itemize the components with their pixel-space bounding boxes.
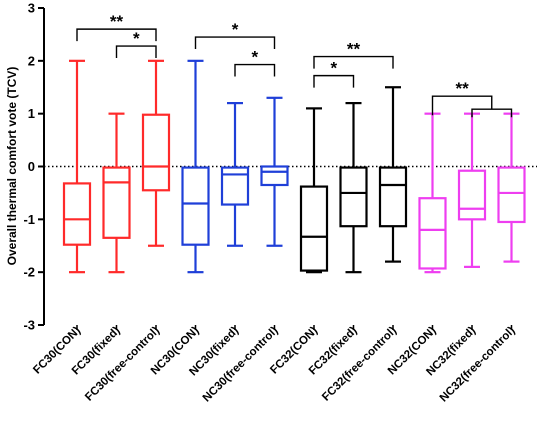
significance-label: * (251, 48, 258, 67)
significance-bracket: ** (76, 12, 157, 42)
box-6 (260, 96, 289, 247)
iqr-box (339, 166, 368, 228)
box-series (62, 59, 526, 274)
iqr-box (102, 166, 131, 239)
significance-label: * (133, 29, 140, 48)
significance-bracket: * (194, 20, 276, 50)
iqr-box (260, 165, 289, 187)
significance-label: * (330, 59, 337, 78)
iqr-box (220, 166, 250, 206)
iqr-box (418, 197, 447, 270)
x-tick-label: FC32(free-control) (320, 325, 399, 404)
box-4 (181, 59, 210, 274)
y-tick-label: 3 (28, 1, 35, 16)
box-3 (141, 59, 171, 247)
bracket-line (313, 55, 394, 69)
x-tick-label: NC32(free-control) (438, 325, 518, 405)
y-tick-label: -2 (23, 265, 35, 280)
y-tick-label: -3 (23, 318, 35, 333)
significance-label: * (232, 20, 239, 39)
iqr-box (181, 166, 210, 246)
box-10 (418, 112, 447, 274)
x-tick-label: NC30(free-control) (201, 325, 281, 405)
significance-bracket: * (313, 59, 355, 88)
y-axis-title: Overall thermal comfort vote (TCV) (5, 67, 19, 266)
box-8 (339, 101, 368, 274)
box-1 (62, 59, 92, 274)
y-tick-label: 1 (28, 106, 35, 121)
significance-label: ** (347, 40, 361, 59)
significance-bracket: ** (313, 40, 394, 69)
bracket-line (115, 45, 157, 59)
y-tick-label: 2 (28, 53, 35, 68)
significance-label: ** (110, 12, 124, 31)
iqr-box (299, 185, 329, 272)
significance-bracket: * (234, 48, 276, 77)
significance-bracket: ** (431, 79, 513, 118)
iqr-box (497, 166, 526, 224)
box-9 (378, 86, 408, 263)
iqr-box (62, 182, 92, 246)
bracket-line (313, 74, 355, 88)
bracket-line (431, 95, 493, 116)
bracket-line (76, 28, 157, 42)
box-11 (457, 112, 487, 268)
y-tick-label: 0 (28, 159, 35, 174)
iqr-box (141, 113, 171, 192)
bracket-line (234, 63, 276, 77)
box-2 (102, 112, 131, 274)
significance-bracket: * (115, 29, 157, 59)
y-axis: -3 -2 -1 0 1 2 3 (23, 1, 45, 333)
box-7 (299, 107, 329, 274)
bracket-line (194, 36, 276, 50)
x-tick-label: FC30(free-control) (83, 325, 162, 404)
y-tick-label: -1 (23, 212, 35, 227)
group-bracket-line (471, 108, 513, 118)
box-12 (497, 112, 526, 263)
iqr-box (457, 169, 487, 221)
box-5 (220, 101, 250, 247)
significance-layer: *** ** ***** (76, 12, 513, 118)
significance-label: ** (456, 79, 470, 98)
iqr-box (378, 166, 408, 228)
x-axis-labels: FC30(CON)FC30(fixed)FC30(free-control)NC… (31, 325, 517, 405)
